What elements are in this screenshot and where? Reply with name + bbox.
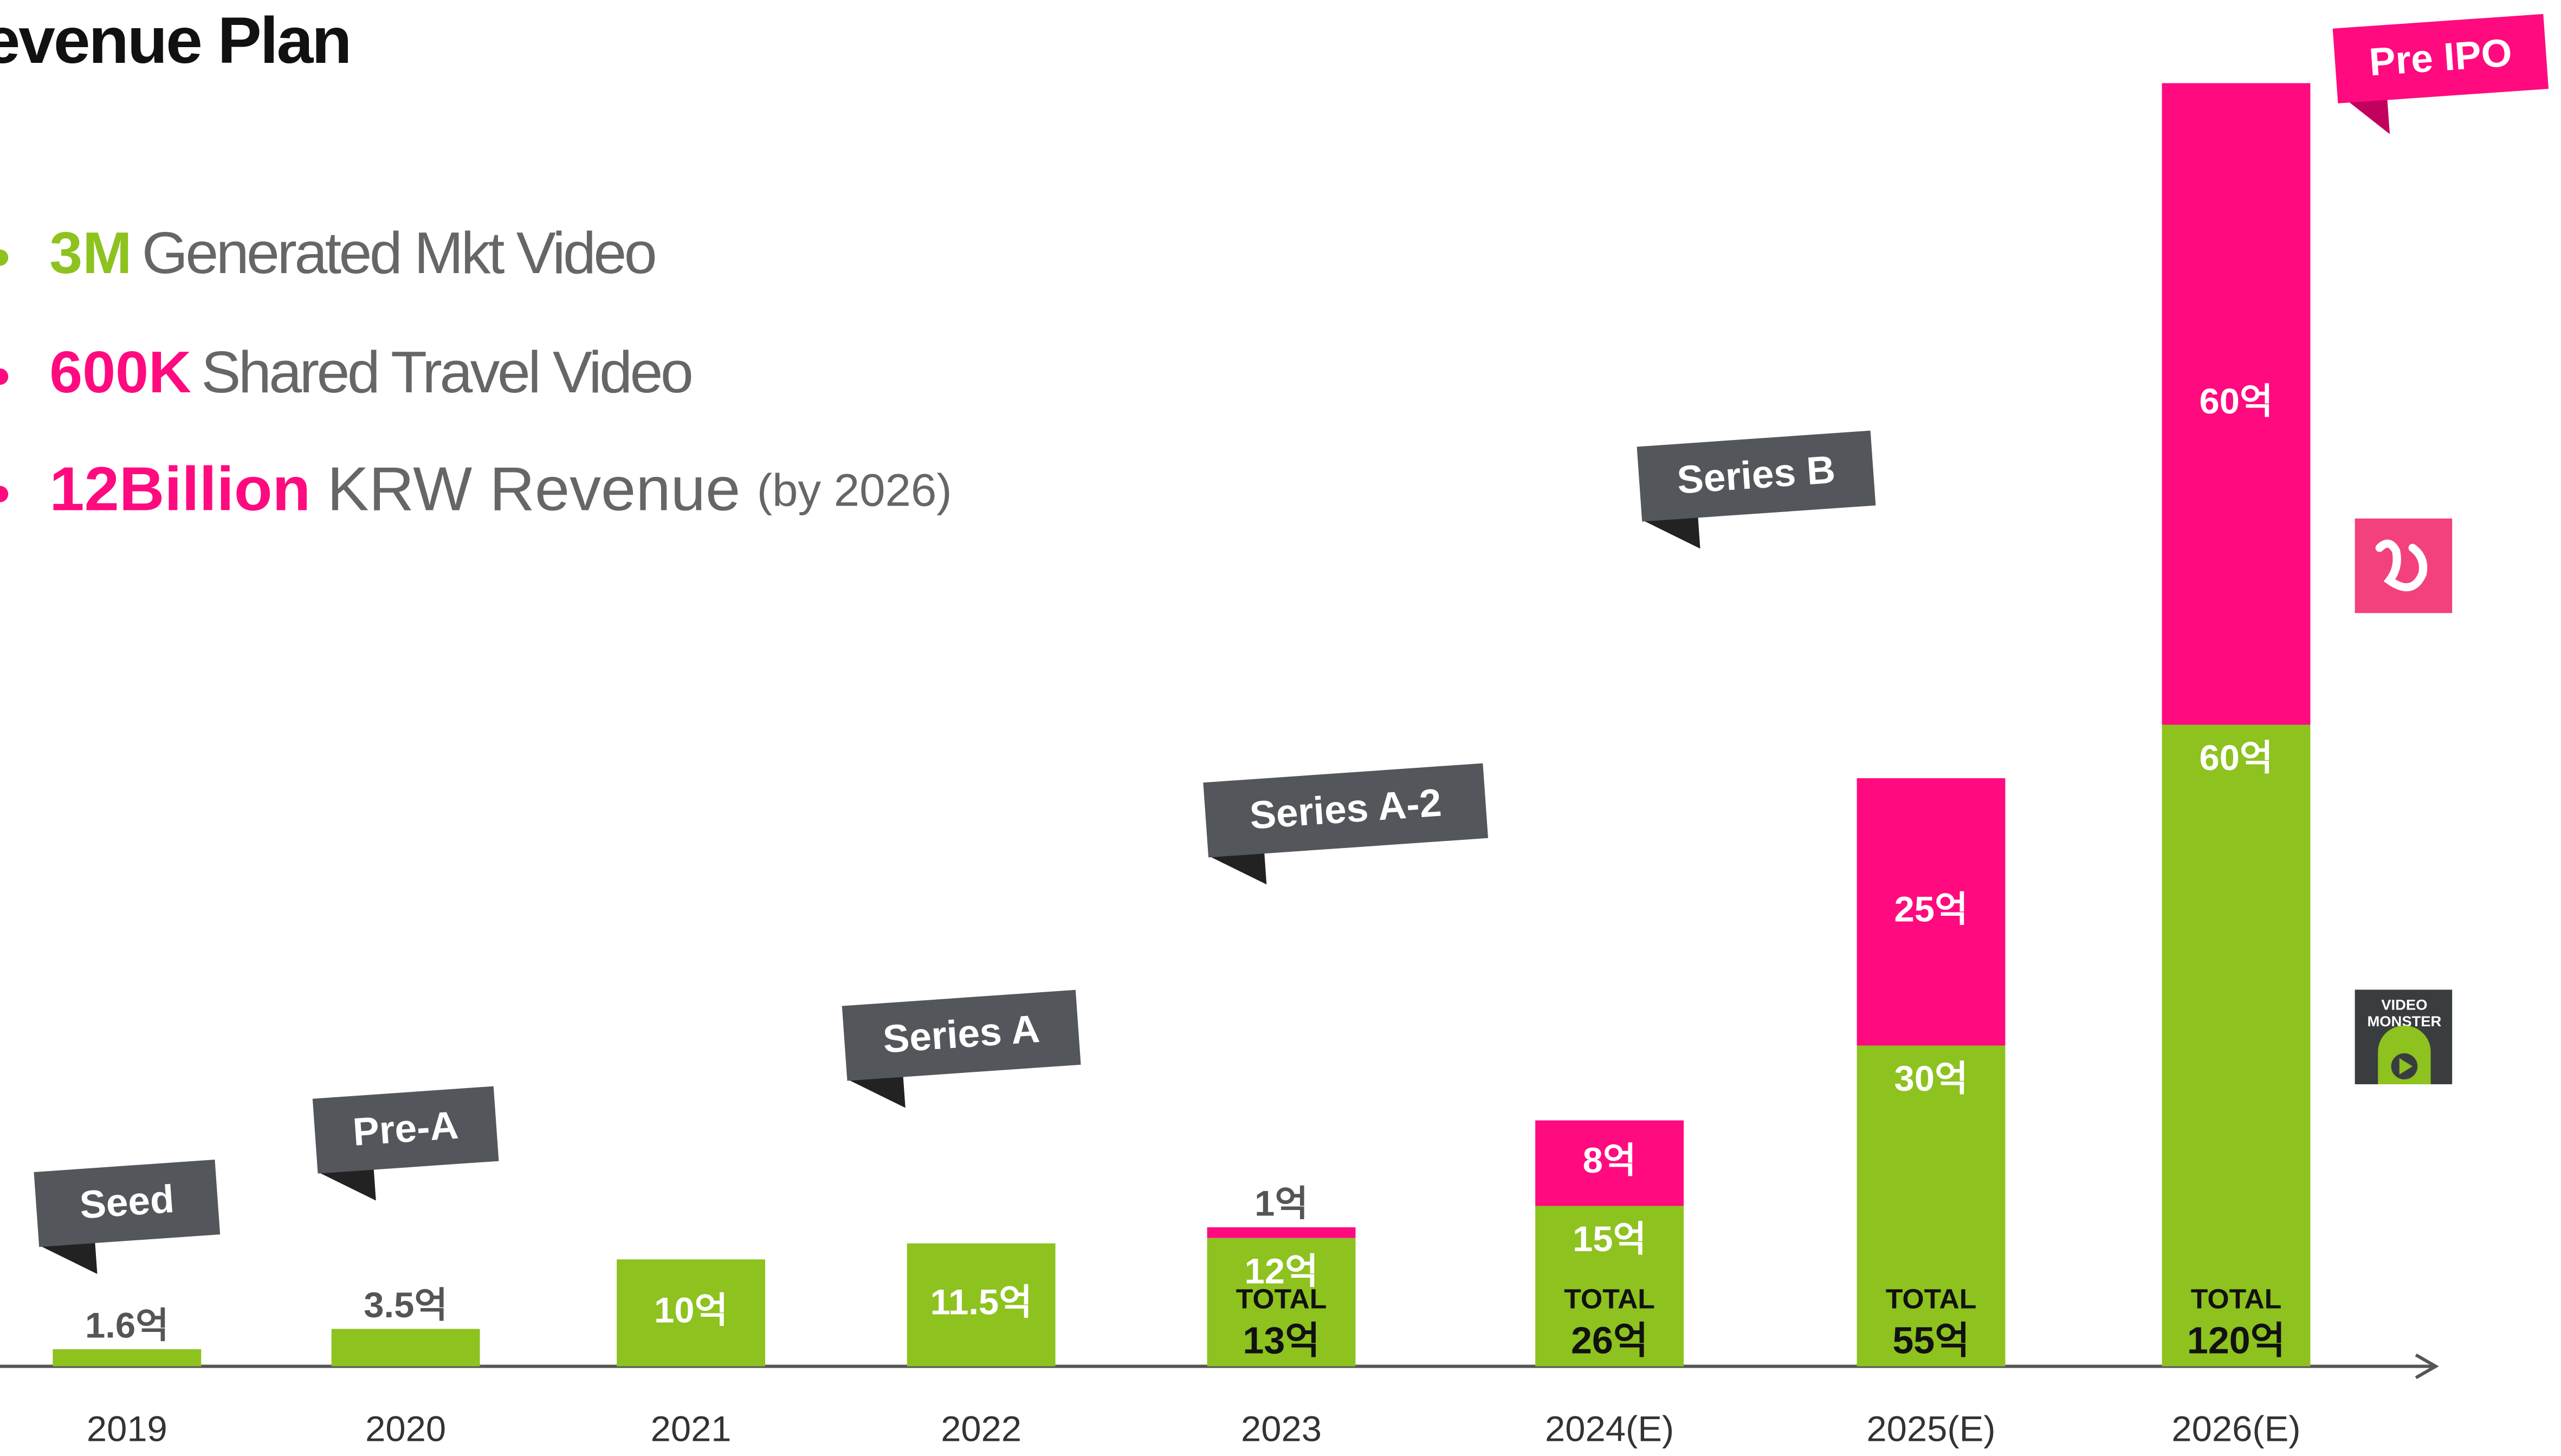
bullet-text: KRW Revenue	[327, 455, 741, 524]
value-label: 10억	[654, 1291, 728, 1331]
value-label: 3.5억	[364, 1285, 448, 1325]
x-tick-label: 2026(E)	[2171, 1409, 2300, 1449]
logo-travel	[2355, 518, 2453, 613]
bullet-dot	[0, 486, 9, 502]
total-label: 13억	[1243, 1319, 1320, 1362]
flag-body	[1637, 430, 1876, 522]
value-label: 1.6억	[85, 1306, 169, 1346]
flag-label: Series B	[1676, 448, 1836, 502]
bullet-strong: 12Billion	[49, 455, 311, 524]
bar-segment	[2162, 83, 2311, 725]
value-label: 12억	[1245, 1252, 1318, 1292]
bullet-text: Generated Mkt Video	[142, 221, 655, 286]
bullet: 12Billion KRW Revenue (by 2026)	[49, 455, 952, 524]
stage-flag: Pre-A	[312, 1086, 499, 1201]
value-label: 25억	[1894, 890, 1968, 930]
flag-body	[312, 1086, 499, 1174]
total-caption: TOTAL	[1564, 1283, 1655, 1315]
stage-flag: Series A-2	[1203, 763, 1489, 885]
flag-label: Pre IPO	[2368, 31, 2513, 85]
total-label: 55억	[1892, 1319, 1969, 1362]
logo-glyph	[2375, 539, 2428, 592]
x-tick-label: 2021	[651, 1409, 732, 1449]
bar-segment	[1857, 1045, 2006, 1367]
flag-body	[1203, 763, 1489, 858]
flag-body	[2332, 14, 2549, 103]
logo-text: VIDEO	[2381, 996, 2427, 1013]
total-caption: TOTAL	[1236, 1283, 1327, 1315]
value-label: 60억	[2199, 381, 2273, 422]
value-label: 1억	[1254, 1184, 1308, 1224]
flag-body	[34, 1160, 221, 1247]
bar-segment	[907, 1243, 1056, 1367]
total-label: 120억	[2187, 1319, 2285, 1362]
value-label: 30억	[1894, 1059, 1968, 1099]
bullet: 3M Generated Mkt Video	[49, 221, 655, 286]
flag-tail	[39, 1241, 98, 1274]
bullet-dot	[0, 249, 9, 266]
stage-flag: Series A	[842, 989, 1081, 1108]
bullet-list: 3M Generated Mkt Video 600K Shared Travel …	[0, 221, 952, 524]
flag-tail	[1642, 516, 1700, 549]
bullet-text: Shared Travel Video	[201, 339, 691, 405]
x-tick-label: 2024(E)	[1545, 1409, 1674, 1449]
x-axis-arrow	[2415, 1353, 2439, 1380]
slide-title: evenue Plan	[0, 4, 350, 77]
flag-tail	[1208, 852, 1267, 885]
value-label: 11.5억	[930, 1283, 1032, 1323]
flag-tail	[318, 1168, 376, 1201]
bar-segment	[1207, 1227, 1356, 1238]
flag-label: Seed	[78, 1177, 176, 1227]
value-label: 15억	[1573, 1220, 1646, 1260]
flag-label: Pre-A	[351, 1103, 460, 1154]
bar-segment	[1535, 1206, 1684, 1367]
value-label: 8억	[1583, 1141, 1637, 1181]
stage-flag: Pre IPO	[2332, 14, 2549, 134]
bar-segment	[1207, 1238, 1356, 1367]
x-tick-label: 2020	[365, 1409, 446, 1449]
bar-segment	[2162, 724, 2311, 1367]
bar-segment	[53, 1349, 202, 1367]
x-tick-label: 2019	[87, 1409, 167, 1449]
flag-body	[842, 989, 1081, 1081]
bullet-strong: 600K	[49, 339, 191, 405]
logo-box	[2355, 518, 2453, 613]
flag-label: Series A	[882, 1007, 1042, 1061]
flag-tail	[2347, 98, 2390, 134]
value-label: 60억	[2199, 738, 2273, 778]
bar-segment	[617, 1259, 766, 1367]
bullet: 600K Shared Travel Video	[49, 339, 691, 405]
stage-flag: Seed	[34, 1160, 221, 1274]
stage-flag: Series B	[1637, 430, 1876, 549]
total-caption: TOTAL	[2191, 1283, 2282, 1315]
bullet-strong: 3M	[49, 221, 132, 286]
bullet-note: (by 2026)	[757, 464, 952, 515]
total-caption: TOTAL	[1886, 1283, 1977, 1315]
logo-play	[2399, 1058, 2413, 1075]
bar-segment	[1535, 1120, 1684, 1206]
total-label: 26억	[1571, 1319, 1648, 1362]
x-tick-label: 2025(E)	[1866, 1409, 1995, 1449]
flag-tail	[847, 1075, 906, 1108]
bar-segment	[331, 1329, 480, 1367]
bar-segment	[1857, 778, 2006, 1046]
bullet-dot	[0, 368, 9, 385]
x-tick-label: 2022	[941, 1409, 1021, 1449]
x-tick-label: 2023	[1241, 1409, 1322, 1449]
logo-video-monster: VIDEO MONSTER	[2355, 989, 2453, 1084]
